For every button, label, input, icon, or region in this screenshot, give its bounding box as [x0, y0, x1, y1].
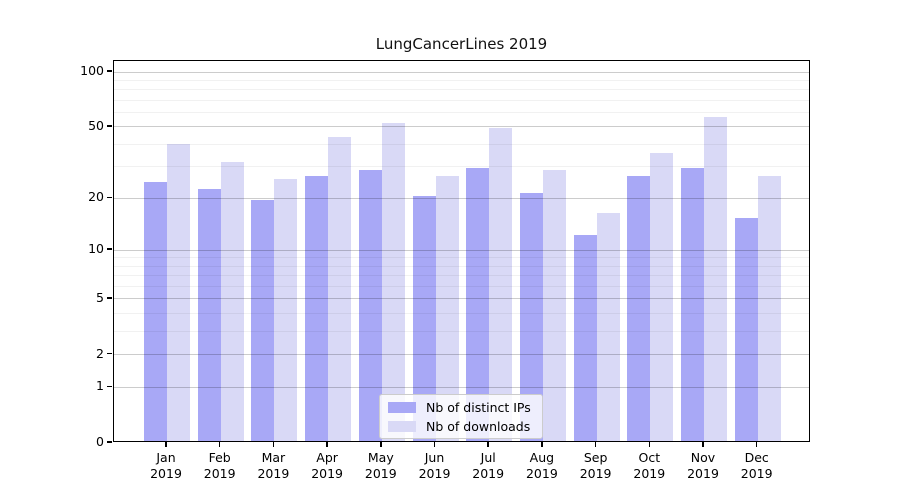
- x-tick-mark-may: [380, 442, 382, 447]
- x-tick-mark-feb: [218, 442, 221, 447]
- legend-label-distinct-ips: Nb of distinct IPs: [426, 399, 531, 415]
- gridline-9: [114, 257, 809, 259]
- bar-ips-mar: [251, 200, 275, 441]
- bar-ips-may: [358, 170, 382, 441]
- x-tick-mark-oct: [648, 442, 651, 447]
- bar-downloads-jul: [489, 128, 513, 441]
- gridline-80: [114, 89, 809, 91]
- x-tick-mark-apr: [326, 442, 328, 447]
- x-tick-label-jun: Jun 2019: [418, 450, 451, 481]
- bar-ips-feb: [197, 188, 221, 441]
- x-tick-label-mar: Mar 2019: [257, 450, 290, 481]
- bar-downloads-jun: [435, 176, 459, 441]
- gridline-70: [114, 99, 809, 101]
- gridline-40: [114, 143, 809, 145]
- gridline-100: [114, 71, 809, 73]
- bar-downloads-apr: [328, 136, 352, 441]
- gridline-7: [114, 275, 809, 277]
- y-tick-label-50: 50: [88, 117, 104, 133]
- bar-ips-apr: [305, 176, 329, 441]
- bar-downloads-jan: [167, 144, 190, 441]
- bar-ips-jan: [144, 182, 167, 441]
- y-tick-mark-20: [107, 196, 112, 198]
- gridline-10: [114, 249, 809, 251]
- gridline-8: [114, 265, 809, 267]
- bar-downloads-aug: [542, 170, 566, 441]
- gridline-5: [114, 298, 809, 300]
- y-tick-mark-5: [107, 297, 112, 299]
- x-tick-label-oct: Oct 2019: [633, 450, 666, 481]
- gridline-2: [114, 354, 809, 356]
- y-tick-mark-100: [107, 70, 112, 72]
- y-tick-mark-0: [107, 441, 112, 443]
- y-tick-label-20: 20: [88, 189, 104, 205]
- bar-ips-jul: [466, 167, 490, 441]
- x-tick-label-nov: Nov 2019: [687, 450, 719, 481]
- x-tick-mark-sep: [594, 442, 597, 447]
- bar-ips-oct: [627, 176, 651, 441]
- chart-title: LungCancerLines 2019: [375, 35, 548, 53]
- y-tick-label-0: 0: [96, 434, 104, 449]
- bar-downloads-may: [381, 123, 405, 441]
- x-tick-mark-aug: [541, 442, 543, 447]
- y-tick-label-1: 1: [96, 378, 104, 394]
- x-tick-label-dec: Dec 2019: [740, 450, 773, 481]
- gridline-50: [114, 126, 809, 128]
- x-tick-label-apr: Apr 2019: [311, 450, 343, 481]
- y-tick-label-100: 100: [80, 63, 104, 78]
- x-tick-label-may: May 2019: [364, 450, 397, 481]
- bar-downloads-mar: [274, 179, 298, 441]
- legend-label-downloads: Nb of downloads: [426, 418, 531, 434]
- legend: Nb of distinct IPs Nb of downloads: [379, 394, 543, 439]
- gridline-6: [114, 286, 809, 288]
- legend-item-ips: Nb of distinct IPs: [388, 400, 534, 415]
- bar-downloads-dec: [757, 176, 781, 441]
- gridline-90: [114, 79, 809, 81]
- gridline-30: [114, 166, 809, 168]
- y-tick-label-10: 10: [88, 241, 104, 257]
- y-tick-mark-10: [107, 248, 112, 250]
- y-tick-mark-50: [107, 125, 112, 127]
- x-tick-mark-dec: [755, 442, 758, 447]
- gridline-3: [114, 331, 809, 333]
- y-tick-label-5: 5: [96, 289, 104, 305]
- legend-swatch-downloads: [388, 420, 416, 432]
- x-tick-label-feb: Feb 2019: [203, 450, 236, 481]
- bar-ips-jun: [412, 196, 436, 441]
- gridline-4: [114, 313, 809, 315]
- x-tick-label-sep: Sep 2019: [579, 450, 612, 481]
- x-tick-label-jan: Jan 2019: [150, 450, 182, 481]
- x-tick-label-jul: Jul 2019: [472, 450, 505, 481]
- plot-area: [113, 60, 810, 442]
- x-tick-mark-mar: [272, 442, 275, 447]
- bar-downloads-oct: [650, 152, 674, 441]
- legend-item-downloads: Nb of downloads: [388, 419, 534, 434]
- bar-ips-nov: [681, 167, 704, 441]
- gridline-60: [114, 112, 809, 114]
- bar-ips-sep: [573, 234, 597, 441]
- bar-downloads-nov: [704, 117, 727, 441]
- x-tick-mark-nov: [702, 442, 704, 447]
- gridline-20: [114, 197, 809, 199]
- bar-ips-dec: [734, 218, 758, 441]
- bar-ips-aug: [519, 192, 543, 441]
- y-tick-mark-1: [107, 385, 112, 388]
- x-tick-mark-jun: [433, 442, 436, 447]
- gridline-1: [114, 386, 809, 388]
- x-tick-mark-jan: [165, 442, 167, 447]
- legend-swatch-distinct-ips: [388, 401, 416, 413]
- x-tick-mark-jul: [487, 442, 489, 447]
- y-tick-label-2: 2: [96, 345, 104, 361]
- x-tick-label-aug: Aug 2019: [525, 450, 558, 481]
- bar-downloads-sep: [596, 213, 620, 441]
- bar-downloads-feb: [220, 162, 244, 441]
- y-tick-mark-2: [107, 352, 112, 355]
